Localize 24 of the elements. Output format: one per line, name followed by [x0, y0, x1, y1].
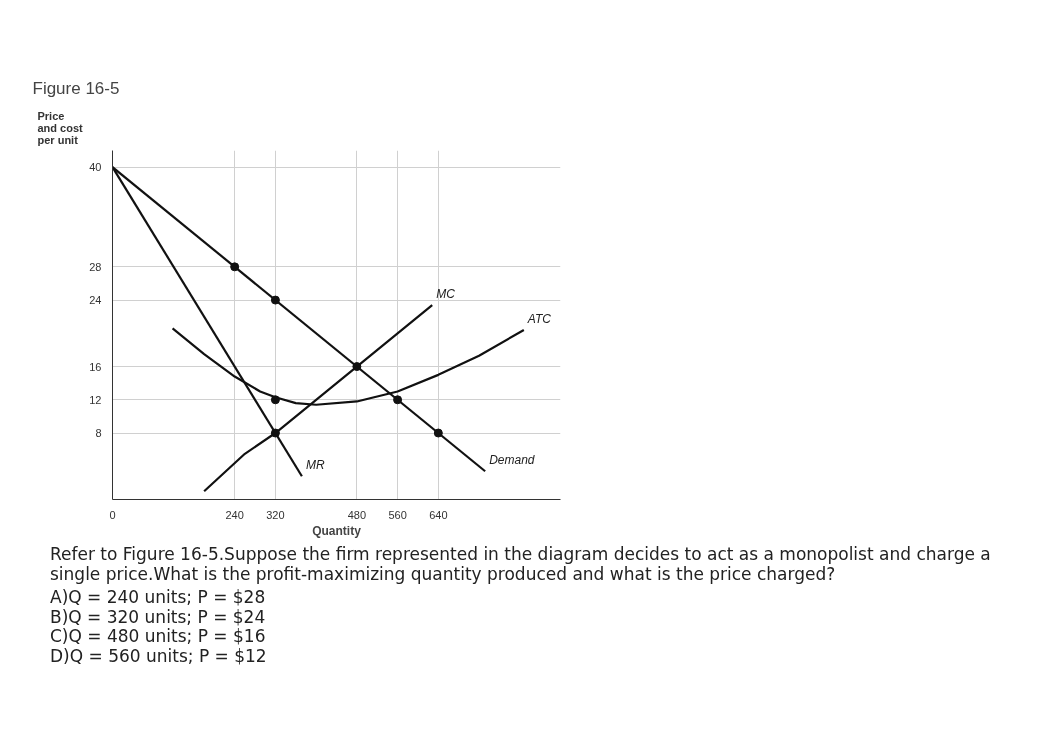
x-tick-label: 320	[266, 508, 285, 521]
series-label: Demand	[489, 453, 535, 468]
x-tick-label: 640	[429, 508, 448, 521]
y-tick-label: 24	[89, 294, 102, 307]
y-tick-label: 16	[89, 360, 102, 373]
text: C)Q = 480 units; P = $16	[50, 626, 267, 647]
series-label: MR	[305, 458, 325, 473]
text: B)Q = 320 units; P = $24	[50, 606, 267, 628]
y-tick-label: 8	[95, 427, 102, 440]
x-tick-label: 240	[225, 508, 244, 521]
text: Refer to Figure 16-5.Suppose the firm represented in the diagram decides to act as a monopolist and charge a single price.What is the profit-maximizing quantity produced and what is the price charged?	[50, 544, 992, 585]
y-tick-label: 40	[89, 161, 102, 174]
x-axis-title: Quantity	[312, 523, 362, 538]
x-tick-label: 0	[109, 508, 116, 521]
series-label: MC	[436, 287, 456, 302]
x-tick-label: 560	[388, 508, 407, 521]
text: D)Q = 560 units; P = $12	[50, 645, 268, 667]
text: A)Q = 240 units; P = $28	[50, 587, 267, 608]
y-tick-label: 12	[89, 393, 102, 406]
chart-title: Figure 16-5	[32, 78, 120, 98]
x-tick-label: 480	[347, 508, 367, 521]
series-label: ATC	[526, 311, 552, 326]
y-axis-title: Price and cost per unit	[37, 109, 84, 146]
y-tick-label: 28	[89, 260, 102, 273]
